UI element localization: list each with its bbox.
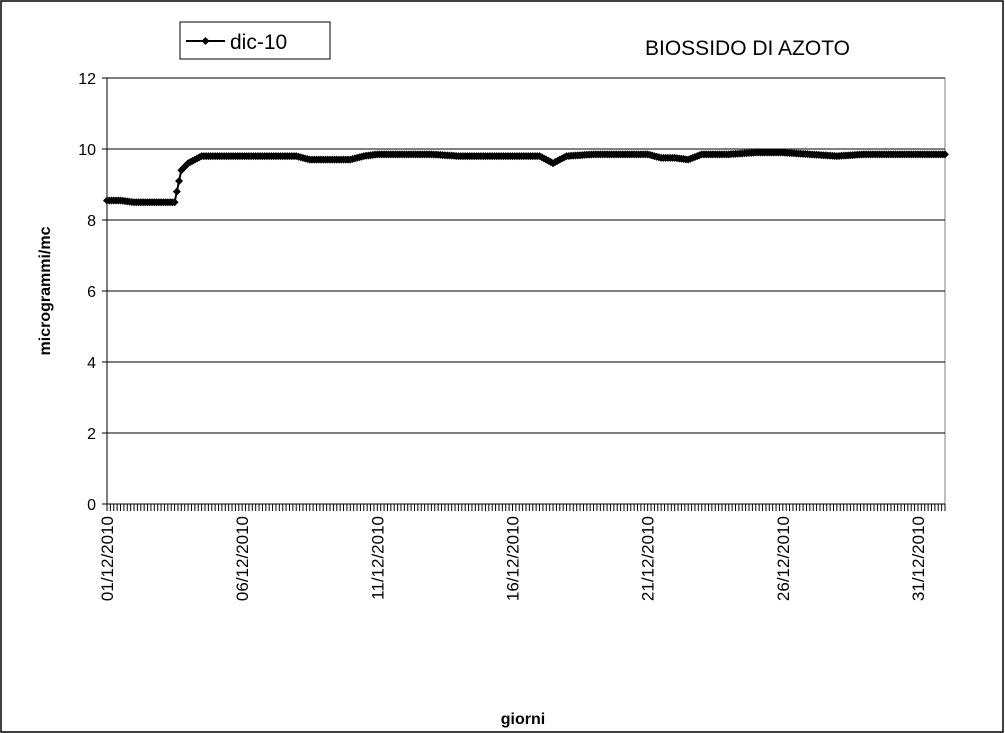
series-dic-10 [103, 148, 949, 207]
data-point [154, 198, 163, 207]
data-point [911, 150, 920, 159]
data-point [208, 152, 217, 161]
y-tick-label: 6 [87, 284, 96, 301]
data-point [857, 150, 866, 159]
data-point [317, 155, 326, 164]
data-point [722, 150, 731, 159]
y-tick-label: 4 [87, 355, 96, 372]
data-point [776, 148, 785, 157]
x-tick-label: 01/12/2010 [98, 516, 117, 601]
data-point [371, 150, 380, 159]
data-point [830, 151, 839, 160]
x-tick-label: 06/12/2010 [233, 516, 252, 601]
data-point [175, 176, 184, 185]
data-point [587, 150, 596, 159]
data-point [938, 150, 947, 159]
y-tick-label: 10 [78, 142, 96, 159]
data-point [749, 148, 758, 157]
x-axis-title: giorni [501, 711, 545, 728]
y-tick-label: 8 [87, 213, 96, 230]
x-tick-label: 11/12/2010 [368, 516, 387, 600]
legend: dic-10 [179, 21, 331, 60]
data-point [546, 158, 555, 167]
data-point [168, 198, 177, 207]
y-tick-label: 2 [87, 426, 96, 443]
y-tick-label: 0 [87, 497, 96, 514]
x-axis-ticks: 01/12/2010 06/12/2010 11/12/2010 16/12/2010… [98, 504, 946, 601]
data-point [884, 150, 893, 159]
x-tick-label: 21/12/2010 [639, 516, 658, 601]
y-axis-ticks: 0 2 4 6 8 10 12 [78, 71, 107, 514]
data-point [803, 150, 812, 159]
data-point [141, 198, 150, 207]
data-point [114, 196, 123, 205]
data-point [127, 197, 136, 206]
data-point [506, 152, 515, 161]
x-tick-label: 31/12/2010 [909, 516, 928, 601]
x-tick-label: 16/12/2010 [503, 516, 522, 601]
legend-label: dic-10 [230, 31, 287, 54]
y-tick-label: 12 [78, 71, 96, 88]
gridlines [107, 77, 945, 434]
data-point [614, 150, 623, 159]
legend-marker-icon [201, 37, 210, 45]
data-point [398, 150, 407, 159]
data-point [668, 153, 677, 162]
y-axis-title: microgrammi/mc [37, 226, 54, 355]
data-point [262, 152, 271, 161]
data-point [452, 151, 461, 160]
data-point [235, 152, 244, 161]
chart-title: BIOSSIDO DI AZOTO [645, 37, 850, 60]
data-point [181, 161, 190, 170]
data-point [172, 187, 181, 196]
data-point [479, 152, 488, 161]
x-tick-label: 26/12/2010 [774, 516, 793, 601]
legend-box [179, 21, 331, 60]
data-point [425, 150, 434, 159]
